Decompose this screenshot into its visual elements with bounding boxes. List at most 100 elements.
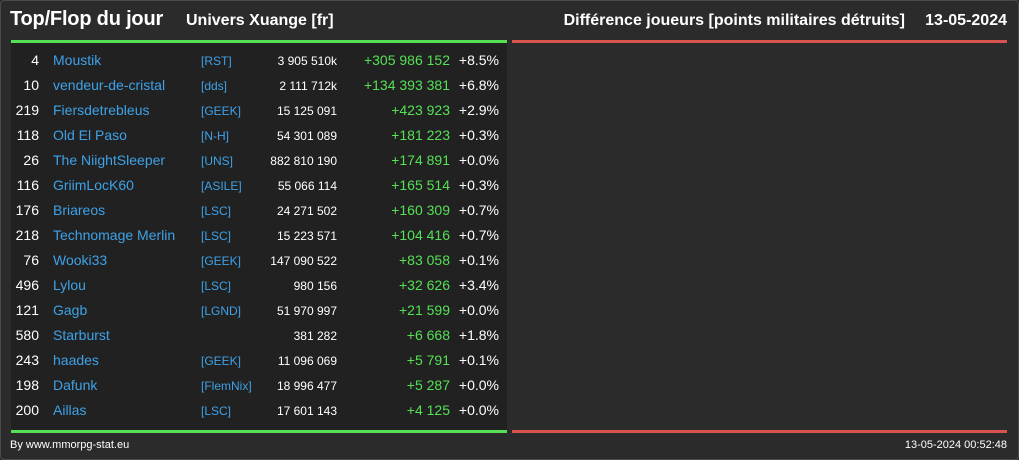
alliance-tag-link[interactable]: [LSC] — [201, 204, 232, 218]
alliance-tag-link[interactable]: [GEEK] — [201, 104, 242, 118]
page-title: Top/Flop du jour — [10, 8, 164, 30]
player-name-link[interactable]: The NiightSleeper — [53, 152, 166, 168]
percent-change: +1.8% — [458, 327, 499, 343]
flop-panel-bottom-bar — [512, 430, 1007, 433]
player-points: 15 125 091 — [276, 104, 337, 118]
points-difference: +423 923 — [391, 102, 450, 118]
player-name-link[interactable]: Aillas — [53, 402, 87, 418]
table-row: 219 Fiersdetrebleus [GEEK] 15 125 091 +423 9… — [11, 98, 507, 123]
player-rank: 198 — [15, 377, 39, 393]
table-row: 218 Technomage Merlin [LSC] 15 223 571 +104 … — [11, 223, 507, 248]
flop-players-panel — [512, 43, 1007, 430]
points-difference: +4 125 — [406, 402, 450, 418]
player-rank: 580 — [15, 327, 39, 343]
player-points: 147 090 522 — [270, 254, 337, 268]
points-difference: +181 223 — [391, 127, 450, 143]
percent-change: +6.8% — [458, 77, 499, 93]
percent-change: +0.3% — [458, 127, 499, 143]
player-points: 24 271 502 — [276, 204, 337, 218]
player-name-link[interactable]: Wooki33 — [53, 252, 108, 268]
top-players-panel: 4 Moustik [RST] 3 905 510k +305 986 152 +8.5%… — [11, 43, 507, 430]
player-points: 54 301 089 — [276, 129, 337, 143]
player-points: 2 111 712k — [279, 79, 337, 93]
points-difference: +32 626 — [399, 277, 450, 293]
percent-change: +3.4% — [458, 277, 499, 293]
player-name-link[interactable]: haades — [53, 352, 99, 368]
player-points: 18 996 477 — [276, 379, 337, 393]
player-points: 980 156 — [293, 279, 337, 293]
table-row: 116 GriimLocK60 [ASILE] 55 066 114 +165 514 +… — [11, 173, 507, 198]
points-difference: +83 058 — [399, 252, 450, 268]
table-row: 118 Old El Paso [N-H] 54 301 089 +181 223 +0.… — [11, 123, 507, 148]
player-name-link[interactable]: Gagb — [53, 302, 88, 318]
player-points: 51 970 997 — [276, 304, 337, 318]
percent-change: +0.7% — [458, 227, 499, 243]
points-difference: +21 599 — [399, 302, 450, 318]
table-row: 176 Briareos [LSC] 24 271 502 +160 309 +0.7% — [11, 198, 507, 223]
alliance-tag-link[interactable]: [RST] — [201, 54, 232, 68]
player-points: 17 601 143 — [276, 404, 337, 418]
table-row: 243 haades [GEEK] 11 096 069 +5 791 +0.1% — [11, 348, 507, 373]
player-name-link[interactable]: vendeur-de-cristal — [53, 77, 166, 93]
player-points: 11 096 069 — [277, 354, 337, 368]
points-difference: +5 791 — [406, 352, 450, 368]
player-rank: 76 — [23, 252, 39, 268]
table-row: 4 Moustik [RST] 3 905 510k +305 986 152 +8.5% — [11, 48, 507, 73]
alliance-tag-link[interactable]: [N-H] — [201, 129, 229, 143]
table-row: 198 Dafunk [FlemNix] 18 996 477 +5 287 +0.0% — [11, 373, 507, 398]
alliance-tag-link[interactable]: [dds] — [201, 79, 228, 93]
player-rank: 219 — [15, 102, 39, 118]
alliance-tag-link[interactable]: [GEEK] — [201, 354, 242, 368]
player-points: 882 810 190 — [270, 154, 337, 168]
generated-timestamp: 13-05-2024 00:52:48 — [904, 439, 1007, 451]
player-name-link[interactable]: Lylou — [53, 277, 86, 293]
points-difference: +160 309 — [391, 202, 450, 218]
alliance-tag-link[interactable]: [LSC] — [201, 279, 232, 293]
table-row: 121 Gagb [LGND] 51 970 997 +21 599 +0.0% — [11, 298, 507, 323]
player-points: 381 282 — [293, 329, 337, 343]
points-difference: +6 668 — [406, 327, 450, 343]
player-name-link[interactable]: Old El Paso — [53, 127, 127, 143]
player-name-link[interactable]: Dafunk — [53, 377, 98, 393]
points-difference: +5 287 — [406, 377, 450, 393]
alliance-tag-link[interactable]: [FlemNix] — [201, 379, 252, 393]
player-rank: 200 — [15, 402, 39, 418]
player-rank: 10 — [23, 77, 39, 93]
percent-change: +2.9% — [458, 102, 499, 118]
player-name-link[interactable]: Fiersdetrebleus — [53, 102, 150, 118]
percent-change: +0.0% — [458, 377, 499, 393]
player-rank: 4 — [31, 52, 39, 68]
player-rank: 243 — [15, 352, 39, 368]
table-row: 496 Lylou [LSC] 980 156 +32 626 +3.4% — [11, 273, 507, 298]
player-points: 55 066 114 — [277, 179, 337, 193]
points-difference: +104 416 — [391, 227, 450, 243]
points-difference: +165 514 — [391, 177, 450, 193]
ranking-date: 13-05-2024 — [925, 12, 1007, 29]
alliance-tag-link[interactable]: [ASILE] — [201, 179, 242, 193]
alliance-tag-link[interactable]: [GEEK] — [201, 254, 242, 268]
alliance-tag-link[interactable]: [LGND] — [201, 304, 242, 318]
top-panel-bottom-bar — [11, 430, 507, 433]
table-row: 200 Aillas [LSC] 17 601 143 +4 125 +0.0% — [11, 398, 507, 423]
percent-change: +8.5% — [458, 52, 499, 68]
flop-panel-accent-bar — [512, 40, 1007, 43]
alliance-tag-link[interactable]: [UNS] — [201, 154, 234, 168]
player-rank: 496 — [15, 277, 39, 293]
top-panel-accent-bar — [11, 40, 507, 43]
percent-change: +0.1% — [458, 252, 499, 268]
points-difference: +305 986 152 — [363, 52, 450, 68]
player-points: 15 223 571 — [276, 229, 337, 243]
player-name-link[interactable]: Technomage Merlin — [53, 227, 176, 243]
player-name-link[interactable]: Briareos — [53, 202, 106, 218]
points-difference: +174 891 — [391, 152, 450, 168]
alliance-tag-link[interactable]: [LSC] — [201, 404, 232, 418]
percent-change: +0.3% — [458, 177, 499, 193]
player-name-link[interactable]: GriimLocK60 — [53, 177, 134, 193]
table-row: 580 Starburst 381 282 +6 668 +1.8% — [11, 323, 507, 348]
alliance-tag-link[interactable]: [LSC] — [201, 229, 232, 243]
player-name-link[interactable]: Starburst — [53, 327, 110, 343]
table-row: 10 vendeur-de-cristal [dds] 2 111 712k +134 … — [11, 73, 507, 98]
player-name-link[interactable]: Moustik — [53, 52, 102, 68]
table-row: 76 Wooki33 [GEEK] 147 090 522 +83 058 +0.1% — [11, 248, 507, 273]
percent-change: +0.0% — [458, 302, 499, 318]
